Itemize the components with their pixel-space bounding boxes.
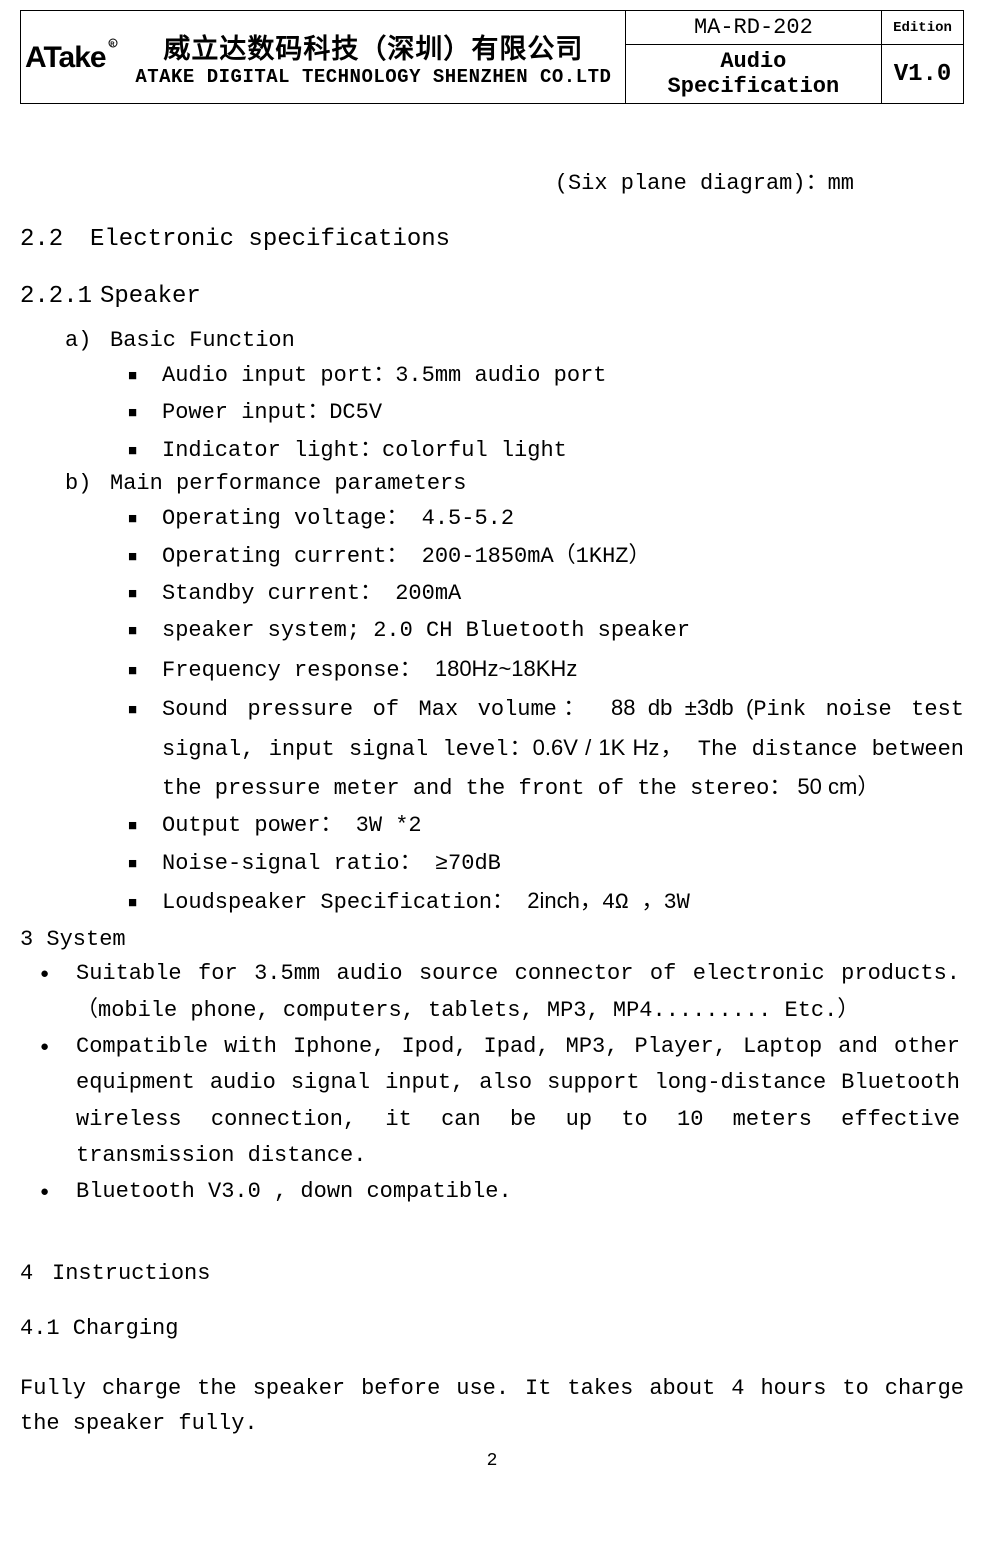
sp-v3: ： 50 cm	[769, 774, 857, 799]
sp-p4: ）	[857, 776, 879, 801]
section-2-2-number: 2.2	[20, 226, 90, 253]
performance-params-list: Operating voltage： 4.5-5.2 Operating cur…	[128, 500, 964, 921]
svg-text:ATake: ATake	[25, 41, 106, 74]
section-2-2-1-number: 2.2.1	[20, 283, 100, 310]
company-name-cn: 威立达数码科技（深圳）有限公司	[126, 27, 621, 66]
section-2-2-1-heading: 2.2.1Speaker	[20, 283, 964, 310]
doc-id: MA-RD-202	[625, 11, 881, 45]
company-name-en: ATAKE DIGITAL TECHNOLOGY SHENZHEN CO.LTD	[126, 66, 621, 88]
bullet-compatible-devices: Compatible with Iphone, Ipod, Ipad, MP3,…	[40, 1029, 964, 1174]
sp-v1: 88 db ±3db (	[611, 695, 753, 720]
doc-title: Audio Specification	[625, 45, 881, 104]
section-2-2-title: Electronic specifications	[90, 226, 450, 253]
item-a: a)Basic Function	[65, 328, 964, 353]
bullet-loudspeaker-spec: Loudspeaker Specification： 2inch，4Ω ，3W	[128, 882, 964, 921]
section-2-2-1-title: Speaker	[100, 283, 201, 310]
header-table: ATake R 威立达数码科技（深圳）有限公司 ATAKE DIGITAL TE…	[20, 10, 964, 104]
section-4-number: 4	[20, 1261, 52, 1286]
sp-v2: ：0.6V / 1K Hz	[508, 735, 659, 760]
section-3-heading: 3 System	[20, 927, 964, 952]
item-a-title: Basic Function	[110, 328, 295, 353]
ls-v2: ，	[580, 890, 602, 915]
item-b-title: Main performance parameters	[110, 471, 466, 496]
edition-label: Edition	[882, 11, 964, 45]
freq-label: Frequency response：	[162, 658, 435, 683]
bullet-power-input: Power input：DC5V	[128, 394, 964, 431]
item-a-label: a)	[65, 328, 110, 353]
basic-function-list: Audio input port：3.5mm audio port Power …	[128, 357, 964, 469]
section-2-2-heading: 2.2Electronic specifications	[20, 226, 964, 253]
section-4-1-heading: 4.1 Charging	[20, 1316, 964, 1341]
bullet-sound-pressure: Sound pressure of Max volume： 88 db ±3db…	[128, 689, 964, 807]
ls-label: Loudspeaker Specification：	[162, 890, 527, 915]
logo-row: ATake R 威立达数码科技（深圳）有限公司 ATAKE DIGITAL TE…	[25, 27, 621, 88]
bullet-speaker-system: speaker system; 2.0 CH Bluetooth speaker	[128, 612, 964, 649]
diagram-note: (Six plane diagram)：mm	[20, 164, 964, 196]
bullet-output-power: Output power： 3W *2	[128, 807, 964, 844]
bullet-operating-current: Operating current： 200-1850mA（1KHZ）	[128, 538, 964, 575]
company-name-block: 威立达数码科技（深圳）有限公司 ATAKE DIGITAL TECHNOLOGY…	[126, 27, 621, 88]
page-container: ATake R 威立达数码科技（深圳）有限公司 ATAKE DIGITAL TE…	[0, 0, 984, 1501]
ls-v1: 2inch	[527, 888, 580, 913]
doc-version: V1.0	[882, 45, 964, 104]
atake-logo: ATake R	[25, 29, 120, 86]
bullet-audio-input: Audio input port：3.5mm audio port	[128, 357, 964, 394]
bullet-noise-signal-ratio: Noise-signal ratio： ≥70dB	[128, 845, 964, 882]
page-number: 2	[20, 1451, 964, 1471]
section-4-heading: 4Instructions	[20, 1261, 964, 1286]
logo-company-cell: ATake R 威立达数码科技（深圳）有限公司 ATAKE DIGITAL TE…	[21, 11, 626, 104]
item-b-label: b)	[65, 471, 110, 496]
freq-value: 180Hz~18KHz	[435, 656, 577, 681]
system-list: Suitable for 3.5mm audio source connecto…	[40, 956, 964, 1210]
bullet-standby-current: Standby current： 200mA	[128, 575, 964, 612]
bullet-frequency-response: Frequency response： 180Hz~18KHz	[128, 650, 964, 689]
section-4-title: Instructions	[52, 1261, 210, 1286]
ls-v3: 4Ω ，3W	[602, 890, 690, 915]
bullet-bluetooth-version: Bluetooth V3.0 , down compatible.	[40, 1174, 964, 1210]
item-b: b)Main performance parameters	[65, 471, 964, 496]
bullet-indicator-light: Indicator light：colorful light	[128, 432, 964, 469]
bullet-operating-voltage: Operating voltage： 4.5-5.2	[128, 500, 964, 537]
bullet-suitable-connector: Suitable for 3.5mm audio source connecto…	[40, 956, 964, 1029]
sp-p1: Sound pressure of Max volume：	[162, 697, 611, 722]
charging-body-text: Fully charge the speaker before use. It …	[20, 1371, 964, 1441]
